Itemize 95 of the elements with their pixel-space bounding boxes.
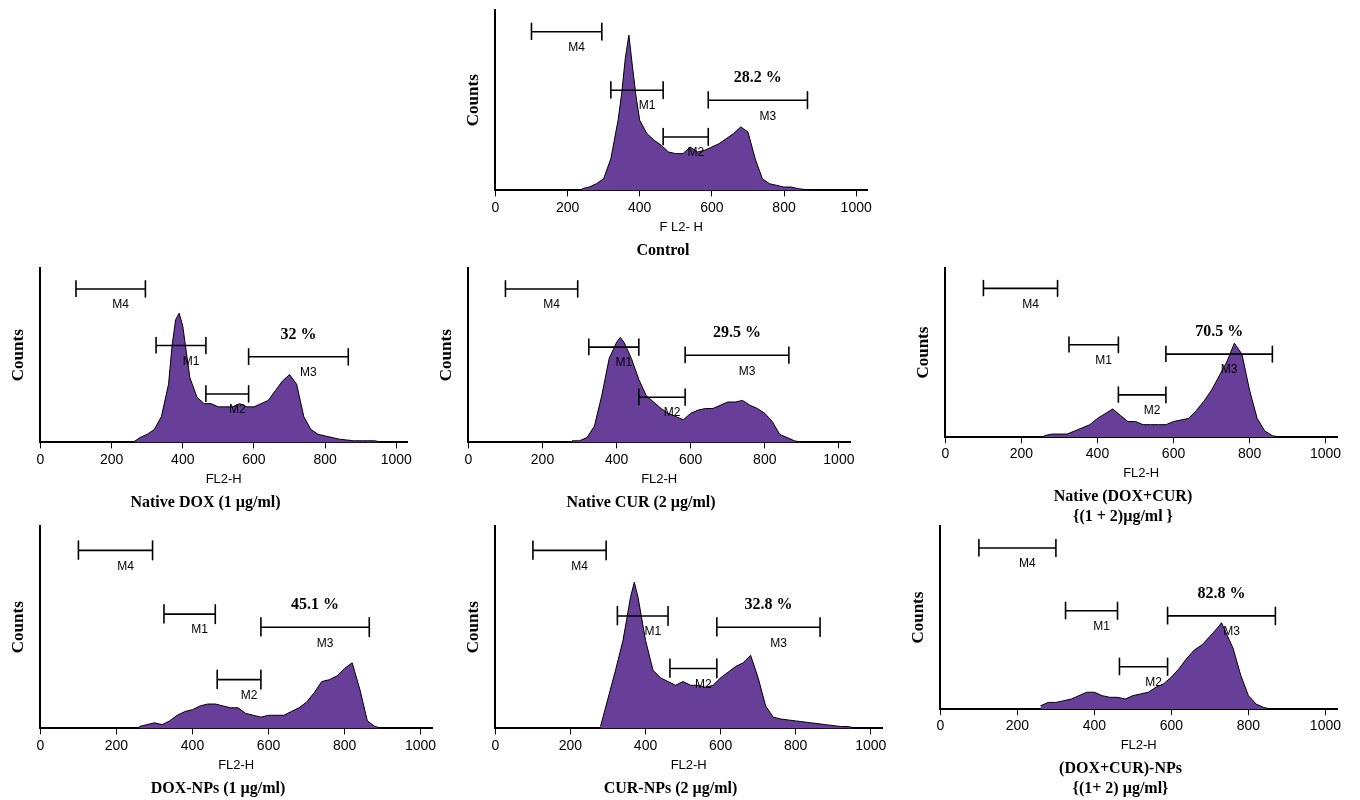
x-tick-label: 400 <box>171 450 195 467</box>
series-label: M4 <box>568 40 586 55</box>
series-label: M4 <box>1022 296 1040 311</box>
x-axis-title: FL2-H <box>1123 465 1160 481</box>
series-label: M4 <box>1019 556 1037 571</box>
annotation: 82.8 % <box>1197 584 1246 602</box>
x-tick-label: 1000 <box>405 736 437 753</box>
x-tick-label: 0 <box>36 450 45 467</box>
text: {(1+ 2) µg/ml} <box>1072 778 1169 797</box>
x-tick-label: 0 <box>491 198 500 215</box>
series-label: M2 <box>1145 675 1163 690</box>
x-tick-label: 200 <box>1009 445 1034 462</box>
annotation: 32 % <box>280 324 317 342</box>
x-tick-label: 1000 <box>855 736 887 753</box>
x-tick-label: 600 <box>679 450 703 467</box>
y-axis-title: Counts <box>912 326 932 379</box>
series-label: M1 <box>1093 619 1111 634</box>
x-tick-label: 200 <box>558 736 583 753</box>
series-label: M3 <box>1220 362 1238 377</box>
series-label: M3 <box>316 635 334 650</box>
x-tick-label: 800 <box>783 736 808 753</box>
series-label: M4 <box>571 558 589 573</box>
x-tick-label: 0 <box>36 736 45 753</box>
series-label: M3 <box>738 363 756 378</box>
x-tick-label: 200 <box>104 736 129 753</box>
x-tick-label: 200 <box>99 450 124 467</box>
series-label: M4 <box>117 558 135 573</box>
text: Control <box>636 240 691 258</box>
text: Native (DOX+CUR) <box>1053 487 1193 506</box>
y-axis-title: Counts <box>462 600 482 654</box>
annotation: 32.8 % <box>744 595 793 613</box>
x-tick-label: 400 <box>180 736 205 753</box>
x-axis-title: FL2-H <box>670 756 707 772</box>
x-tick-label: 800 <box>332 736 357 753</box>
x-tick-label: 0 <box>491 736 500 753</box>
x-tick-label: 600 <box>1159 717 1184 734</box>
y-axis-title: Counts <box>435 328 455 382</box>
x-tick-label: 200 <box>555 198 580 215</box>
series-label: M2 <box>228 402 246 417</box>
x-tick-label: 600 <box>242 450 266 467</box>
x-tick-label: 800 <box>1236 717 1261 734</box>
x-tick-label: 400 <box>633 736 658 753</box>
x-tick-label: 800 <box>313 450 338 467</box>
x-tick-label: 200 <box>1005 717 1030 734</box>
text: CUR-NPs (2 µg/ml) <box>603 778 738 797</box>
x-tick-label: 1000 <box>380 450 413 467</box>
x-axis-title: FL2-H <box>205 470 242 486</box>
annotation: 70.5 % <box>1195 322 1244 340</box>
series-label: M4 <box>543 297 561 312</box>
text: Native CUR (2 µg/ml) <box>566 492 716 511</box>
x-tick-label: 600 <box>256 736 281 753</box>
x-tick-label: 0 <box>941 445 950 462</box>
x-tick-label: 600 <box>700 198 724 215</box>
x-tick-label: 0 <box>464 450 473 467</box>
x-axis-title: FL2-H <box>641 470 678 486</box>
x-tick-label: 200 <box>530 450 555 467</box>
x-tick-label: 400 <box>1082 717 1107 734</box>
series-label: M1 <box>1095 353 1113 368</box>
x-tick-label: 400 <box>628 198 652 215</box>
series-label: M3 <box>770 635 788 650</box>
series-label: M3 <box>759 108 777 123</box>
y-axis-title: Counts <box>7 328 27 382</box>
text: (DOX+CUR)-NPs <box>1059 759 1182 778</box>
x-tick-label: 400 <box>1085 445 1110 462</box>
x-tick-label: 800 <box>753 450 777 467</box>
text: {(1 + 2)µg/ml } <box>1073 506 1173 525</box>
x-tick-label: 800 <box>772 198 796 215</box>
y-axis-title: Counts <box>462 73 482 127</box>
x-tick-label: 1000 <box>823 450 855 467</box>
series-label: M1 <box>615 355 633 370</box>
x-tick-label: 800 <box>1237 445 1262 462</box>
x-axis-title: FL2-H <box>1120 737 1157 753</box>
annotation: 28.2 % <box>733 68 782 86</box>
text: Native DOX (1 µg/ml) <box>130 492 281 511</box>
x-tick-label: 600 <box>1161 445 1186 462</box>
annotation: 45.1 % <box>291 595 340 613</box>
y-axis-title: Counts <box>7 600 27 654</box>
x-axis-title: F L2- H <box>659 218 703 234</box>
y-axis-title: Counts <box>907 591 927 644</box>
text: DOX-NPs (1 µg/ml) <box>150 778 286 797</box>
x-tick-label: 0 <box>936 717 945 734</box>
x-tick-label: 1000 <box>840 198 872 215</box>
series-label: M3 <box>300 365 318 380</box>
series-label: M1 <box>638 98 656 113</box>
x-tick-label: 400 <box>604 450 629 467</box>
series-label: M4 <box>112 297 130 312</box>
x-tick-label: 1000 <box>1310 445 1342 462</box>
series-label: M1 <box>644 624 662 639</box>
x-axis-title: FL2-H <box>218 756 255 772</box>
annotation: 29.5 % <box>713 323 761 341</box>
x-tick-label: 1000 <box>1309 717 1342 734</box>
series-label: M2 <box>1143 403 1161 418</box>
x-tick-label: 600 <box>708 736 733 753</box>
series-label: M2 <box>240 687 258 702</box>
series-label: M1 <box>191 622 209 637</box>
